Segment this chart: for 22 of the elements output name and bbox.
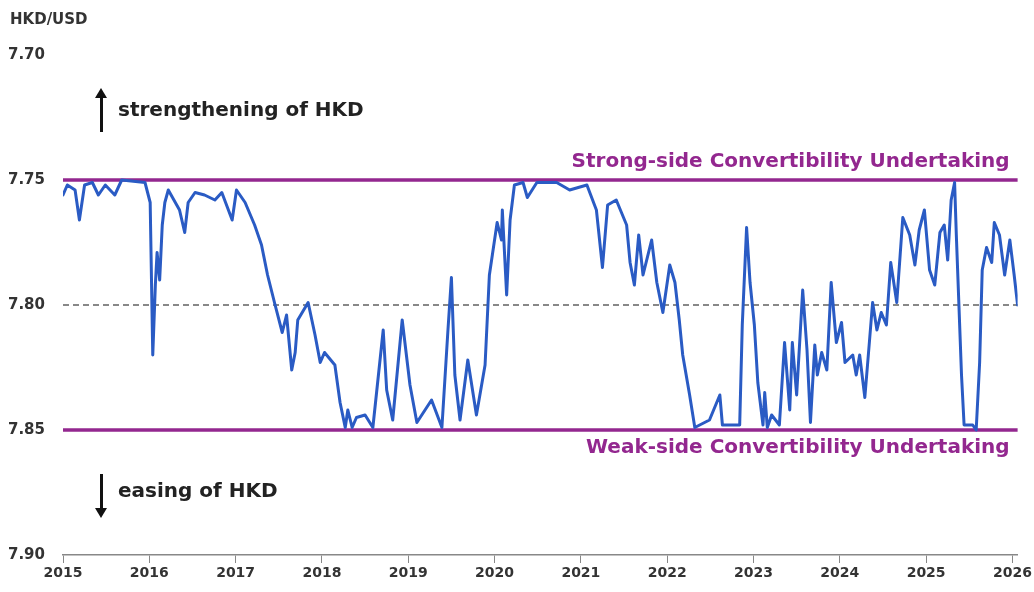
y-tick-label: 7.80 — [7, 294, 45, 313]
ref-line-label: Weak-side Convertibility Undertaking — [586, 434, 1010, 459]
x-tick-label: 2022 — [647, 564, 687, 581]
x-tick-label: 2017 — [216, 564, 256, 581]
annotation: strengthening of HKD — [118, 97, 364, 122]
x-tick-label: 2015 — [43, 564, 83, 581]
x-tick-label: 2025 — [906, 564, 946, 581]
x-tick-label: 2021 — [561, 564, 601, 581]
y-tick-label: 7.70 — [7, 44, 45, 63]
y-tick-label: 7.85 — [7, 419, 45, 438]
x-tick-label: 2016 — [129, 564, 169, 581]
x-tick-label: 2024 — [820, 564, 860, 581]
ref-line-label: Strong-side Convertibility Undertaking — [571, 148, 1010, 173]
x-tick-label: 2023 — [734, 564, 773, 581]
x-tick-label: 2020 — [475, 564, 515, 581]
y-tick-label: 7.90 — [7, 544, 45, 563]
y-axis-title: HKD/USD — [10, 9, 88, 28]
annotation: easing of HKD — [118, 478, 278, 503]
y-tick-label: 7.75 — [7, 169, 45, 188]
x-tick-label: 2019 — [388, 564, 428, 581]
x-tick-label: 2026 — [992, 564, 1032, 581]
x-tick-label: 2018 — [302, 564, 342, 581]
